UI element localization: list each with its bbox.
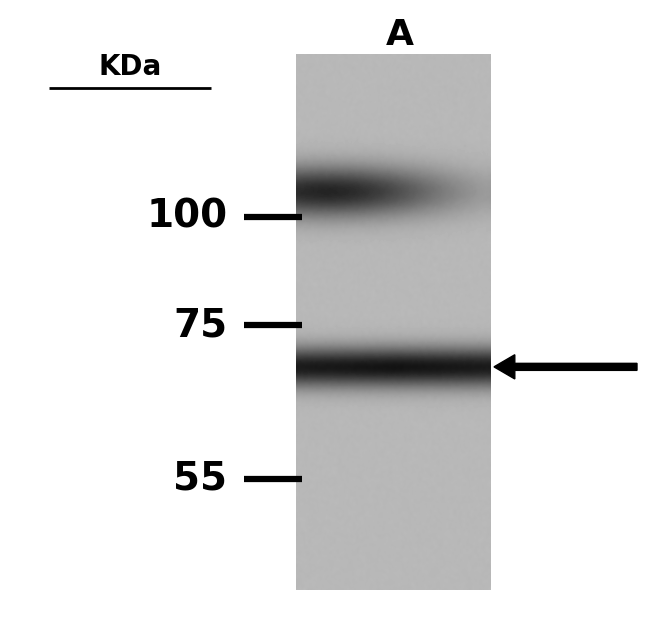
Text: 75: 75 xyxy=(174,306,228,345)
Text: KDa: KDa xyxy=(98,53,162,81)
Text: 100: 100 xyxy=(146,198,228,236)
Text: A: A xyxy=(385,18,414,52)
FancyArrow shape xyxy=(494,355,637,379)
Text: 55: 55 xyxy=(174,459,228,498)
